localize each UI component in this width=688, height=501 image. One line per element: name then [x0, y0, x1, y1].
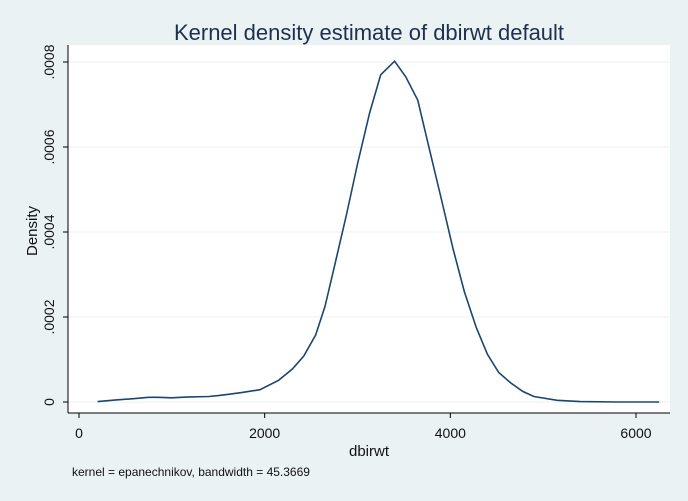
grid-lines	[68, 61, 670, 403]
x-axis-title: dbirwt	[349, 443, 390, 460]
x-tick-label: 4000	[435, 425, 466, 441]
plot-area	[68, 45, 670, 413]
x-tick-label: 0	[75, 425, 83, 441]
y-tick-label: .0004	[41, 214, 57, 249]
y-tick-label: .0006	[41, 129, 57, 164]
y-tick-label: .0008	[41, 44, 57, 79]
y-tick-label: 0	[41, 398, 57, 406]
x-tick-label: 6000	[620, 425, 651, 441]
kernel-note: kernel = epanechnikov, bandwidth = 45.36…	[72, 465, 310, 479]
y-axis-title: Density	[24, 205, 41, 256]
axis-ticks: 0 .0002 .0004 .0006 .0008 0 2000 4000 6000	[41, 44, 652, 441]
y-tick-label: .0002	[41, 299, 57, 334]
chart-title: Kernel density estimate of dbirwt defaul…	[174, 20, 564, 45]
density-curve	[97, 59, 660, 403]
x-tick-label: 2000	[249, 425, 280, 441]
